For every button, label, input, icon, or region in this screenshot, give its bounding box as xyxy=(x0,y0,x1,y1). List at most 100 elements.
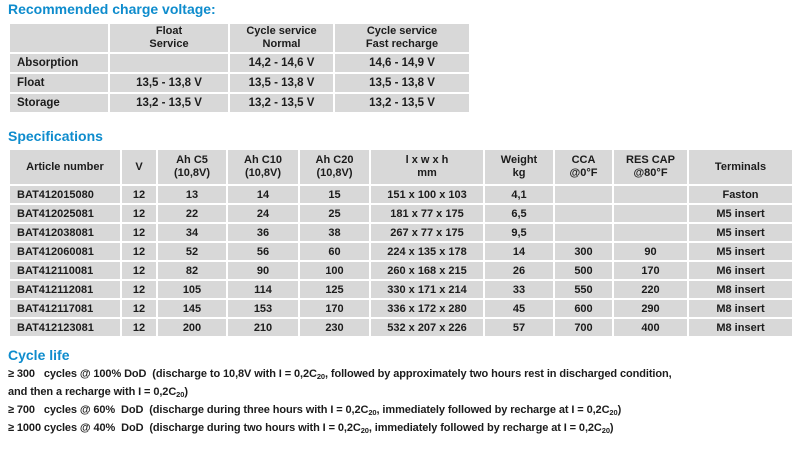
table-header-cell: V xyxy=(122,150,156,184)
table-cell: 210 xyxy=(228,319,298,336)
table-row: BAT412110081 12 82 90 100 260 x 168 x 215 26 50… xyxy=(10,262,792,279)
table-cell: BAT412112081 xyxy=(10,281,120,298)
table-header-cell xyxy=(10,24,108,52)
table-row: BAT412123081 12 200 210 230 532 x 207 x 226 57… xyxy=(10,319,792,336)
table-header: Float Service Cycle service Normal Cycle ser… xyxy=(10,24,469,52)
table-cell: 34 xyxy=(158,224,226,241)
table-cell: 500 xyxy=(555,262,612,279)
cycle-life-line: ≥ 1000 cycles @ 40% DoD (discharge durin… xyxy=(8,422,614,435)
table-cell: 22 xyxy=(158,205,226,222)
specifications-table: Article number V Ah C5 (10,8V) Ah C10 (10,8V)… xyxy=(8,148,794,338)
table-cell: 56 xyxy=(228,243,298,260)
table-cell: 600 xyxy=(555,300,612,317)
table-cell: 90 xyxy=(614,243,687,260)
table-cell: M8 insert xyxy=(689,300,792,317)
table-header-row: Float Service Cycle service Normal Cycle ser… xyxy=(10,24,469,52)
table-cell: M5 insert xyxy=(689,205,792,222)
subscript: 20 xyxy=(368,408,377,417)
table-cell: 12 xyxy=(122,281,156,298)
table-header-cell: Cycle service Fast recharge xyxy=(335,24,469,52)
subscript: 20 xyxy=(609,408,618,417)
table-cell: 300 xyxy=(555,243,612,260)
table-cell: 57 xyxy=(485,319,553,336)
table-row: BAT412060081 12 52 56 60 224 x 135 x 178 14 300… xyxy=(10,243,792,260)
table-header-cell: Ah C20 (10,8V) xyxy=(300,150,369,184)
table-cell: 267 x 77 x 175 xyxy=(371,224,483,241)
table-cell: BAT412038081 xyxy=(10,224,120,241)
table-cell: 125 xyxy=(300,281,369,298)
table-cell: 13,2 - 13,5 V xyxy=(110,94,228,112)
table-cell: M8 insert xyxy=(689,319,792,336)
cycle-life-text: ≥ 300 cycles @ 100% DoD (discharge to 10… xyxy=(8,365,803,437)
datasheet-page: Recommended charge voltage: Float Service… xyxy=(8,1,803,437)
table-header-cell: Ah C10 (10,8V) xyxy=(228,150,298,184)
table-cell: 15 xyxy=(300,186,369,203)
table-cell: M8 insert xyxy=(689,281,792,298)
table-row: BAT412015080 12 13 14 15 151 x 100 x 103 4,1 Fa… xyxy=(10,186,792,203)
table-cell: Float xyxy=(10,74,108,92)
table-cell: 145 xyxy=(158,300,226,317)
table-cell: Storage xyxy=(10,94,108,112)
table-row: BAT412112081 12 105 114 125 330 x 171 x 214 33… xyxy=(10,281,792,298)
table-cell: 12 xyxy=(122,319,156,336)
table-cell xyxy=(614,186,687,203)
table-cell: 13,2 - 13,5 V xyxy=(230,94,333,112)
table-cell: BAT412110081 xyxy=(10,262,120,279)
table-cell: 12 xyxy=(122,205,156,222)
cycle-life-line: and then a recharge with I = 0,2C20) xyxy=(8,386,188,399)
table-cell: 100 xyxy=(300,262,369,279)
table-cell: 24 xyxy=(228,205,298,222)
table-cell: 45 xyxy=(485,300,553,317)
table-cell: 200 xyxy=(158,319,226,336)
table-cell: 9,5 xyxy=(485,224,553,241)
table-body: Absorption 14,2 - 14,6 V 14,6 - 14,9 V Floa… xyxy=(10,54,469,112)
table-cell: 26 xyxy=(485,262,553,279)
table-header-cell: Float Service xyxy=(110,24,228,52)
subscript: 20 xyxy=(360,426,369,435)
table-cell: 14 xyxy=(228,186,298,203)
table-cell: 14,2 - 14,6 V xyxy=(230,54,333,72)
table-cell: 13,5 - 13,8 V xyxy=(230,74,333,92)
table-header-cell: Cycle service Normal xyxy=(230,24,333,52)
cycle-life-title: Cycle life xyxy=(8,347,70,363)
table-header-cell: Terminals xyxy=(689,150,792,184)
table-cell xyxy=(555,186,612,203)
table-cell: M5 insert xyxy=(689,224,792,241)
table-header-row: Article number V Ah C5 (10,8V) Ah C10 (10,8V)… xyxy=(10,150,792,184)
table-row: BAT412025081 12 22 24 25 181 x 77 x 175 6,5 M5 … xyxy=(10,205,792,222)
table-cell: BAT412123081 xyxy=(10,319,120,336)
table-row: BAT412038081 12 34 36 38 267 x 77 x 175 9,5 M5 … xyxy=(10,224,792,241)
table-cell: M5 insert xyxy=(689,243,792,260)
table-cell: 260 x 168 x 215 xyxy=(371,262,483,279)
subscript: 20 xyxy=(316,372,325,381)
table-cell: BAT412060081 xyxy=(10,243,120,260)
table-body: BAT412015080 12 13 14 15 151 x 100 x 103 4,1 Fa… xyxy=(10,186,792,336)
table-cell: 13,2 - 13,5 V xyxy=(335,94,469,112)
table-cell: BAT412117081 xyxy=(10,300,120,317)
table-cell: 151 x 100 x 103 xyxy=(371,186,483,203)
subscript: 20 xyxy=(601,426,610,435)
table-cell: 4,1 xyxy=(485,186,553,203)
table-cell: 14,6 - 14,9 V xyxy=(335,54,469,72)
table-cell: 52 xyxy=(158,243,226,260)
cycle-life-line: ≥ 700 cycles @ 60% DoD (discharge during… xyxy=(8,404,622,417)
table-header-cell: CCA @0°F xyxy=(555,150,612,184)
table-header-cell: Article number xyxy=(10,150,120,184)
charge-voltage-table: Float Service Cycle service Normal Cycle ser… xyxy=(8,22,471,114)
table-header-cell: Weight kg xyxy=(485,150,553,184)
table-cell: 14 xyxy=(485,243,553,260)
table-cell: 700 xyxy=(555,319,612,336)
table-cell: 336 x 172 x 280 xyxy=(371,300,483,317)
table-cell: BAT412025081 xyxy=(10,205,120,222)
table-cell: 12 xyxy=(122,224,156,241)
table-cell: 181 x 77 x 175 xyxy=(371,205,483,222)
table-cell: 330 x 171 x 214 xyxy=(371,281,483,298)
table-cell: 12 xyxy=(122,262,156,279)
table-cell: 82 xyxy=(158,262,226,279)
table-cell: 550 xyxy=(555,281,612,298)
table-cell xyxy=(614,224,687,241)
table-row: BAT412117081 12 145 153 170 336 x 172 x 280 45… xyxy=(10,300,792,317)
cycle-life-line: ≥ 300 cycles @ 100% DoD (discharge to 10… xyxy=(8,368,672,381)
charge-voltage-title: Recommended charge voltage: xyxy=(8,1,216,17)
table-cell: 532 x 207 x 226 xyxy=(371,319,483,336)
